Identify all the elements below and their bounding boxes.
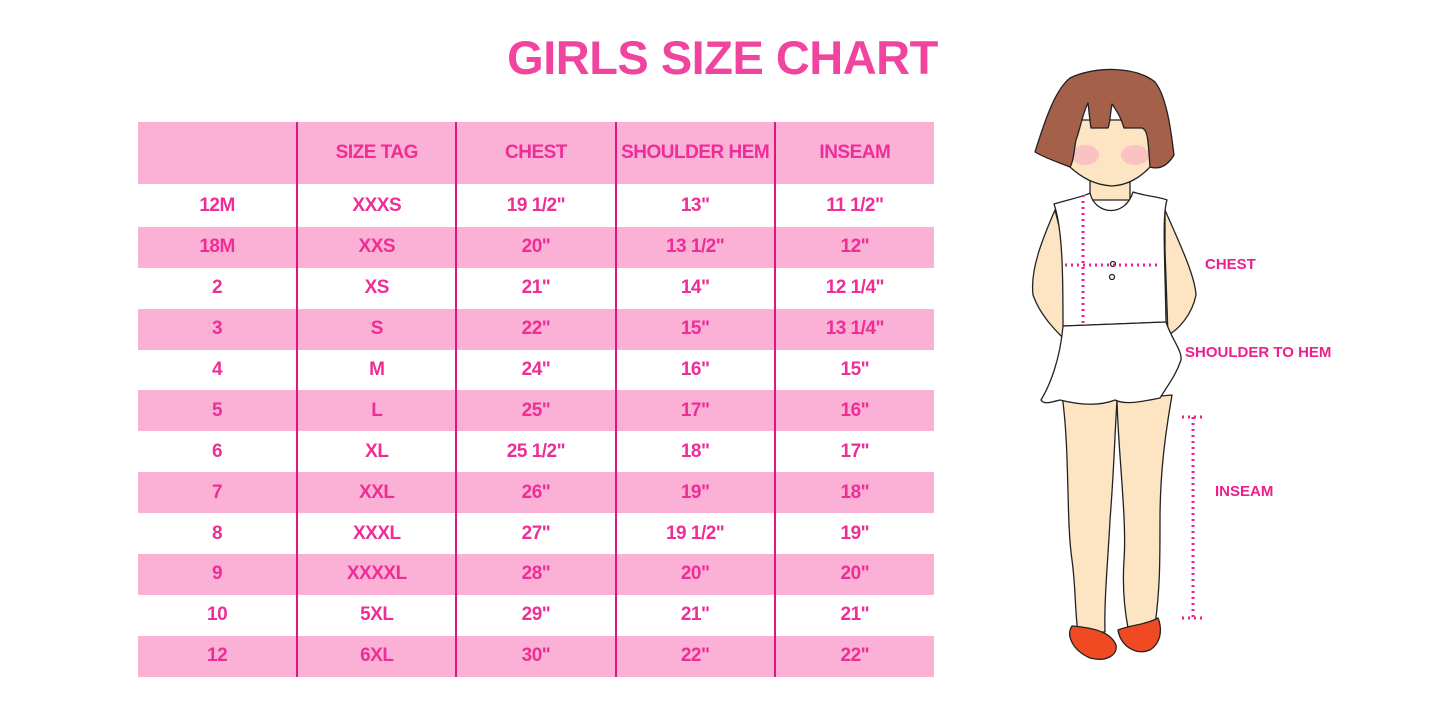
table-cell: 16" [773, 390, 934, 432]
table-cell: 11 1/2" [773, 184, 934, 227]
size-cell: 8 [212, 522, 223, 544]
size-cell: 4 [212, 359, 223, 380]
table-cell: 25 1/2" [455, 431, 616, 473]
size-cell: 18M [138, 226, 298, 268]
size-cell: 12 [138, 635, 298, 677]
shirt [1053, 191, 1168, 327]
table-row: 2 XS 21" 14" 12 1/4" [138, 267, 934, 309]
right-leg [1116, 394, 1173, 629]
table-cell: 18" [614, 431, 775, 473]
table-cell: 22" [614, 635, 775, 677]
table-cell: XL [296, 431, 457, 473]
table-cell: 5XL [296, 594, 457, 636]
table-cell: XXL [296, 472, 457, 514]
table-cell: 25" [455, 390, 616, 432]
table-cell: 22" [455, 308, 616, 350]
column-header: SIZE TAG [296, 122, 457, 185]
table-row: 8 XXXL 27" 19 1/2" 19" [138, 513, 934, 555]
table-cell: 19" [614, 472, 775, 514]
table-cell: 17" [773, 431, 934, 473]
skirt [1040, 321, 1182, 405]
left-leg [1061, 394, 1118, 633]
table-row: 3 S 22" 15" 13 1/4" [138, 308, 934, 350]
table-row: 9 XXXXL 28" 20" 20" [138, 554, 934, 595]
table-cell: 6XL [296, 635, 457, 677]
page-title: GIRLS SIZE CHART [507, 31, 938, 84]
table-cell: 13 1/4" [773, 308, 934, 350]
table-cell: XXXL [296, 513, 457, 555]
table-cell: XS [296, 267, 457, 309]
table-cell: L [296, 390, 457, 432]
table-cell: S [296, 308, 457, 350]
table-cell: 27" [455, 513, 616, 555]
table-cell: 13 1/2" [614, 226, 775, 268]
table-cell: 22" [773, 635, 934, 677]
table-cell: 14" [614, 267, 775, 309]
shoulder-to-hem-label: SHOULDER TO HEM [1185, 344, 1332, 361]
table-cell: M [296, 349, 457, 391]
size-cell: 12M [138, 184, 298, 227]
column-header [138, 122, 298, 185]
size-cell: 7 [138, 472, 298, 514]
table-row: 7 XXL 26" 19" 18" [138, 472, 934, 514]
table-header-row: SIZE TAG CHEST SHOULDER HEM INSEAM [138, 122, 934, 185]
inseam-label: INSEAM [1215, 483, 1274, 500]
table-row: 5 L 25" 17" 16" [138, 390, 934, 432]
table-row: 18M XXS 20" 13 1/2" 12" [138, 226, 934, 268]
size-cell: 2 [212, 277, 223, 299]
table-cell: 21" [455, 267, 616, 309]
right-arm [1164, 209, 1197, 336]
table-cell: 12" [773, 226, 934, 268]
right-shoe [1117, 617, 1162, 653]
size-cell: 9 [138, 554, 298, 595]
table-cell: 26" [455, 472, 616, 514]
hair [1034, 68, 1175, 169]
column-header: INSEAM [773, 122, 934, 185]
table-cell: 20" [773, 554, 934, 595]
table-cell: 20" [455, 226, 616, 268]
table-cell: 28" [455, 554, 616, 595]
table-cell: 19" [773, 513, 934, 555]
size-cell: 6 [212, 440, 223, 462]
left-shoe [1069, 625, 1117, 660]
table-cell: 15" [773, 349, 934, 391]
column-header: CHEST [455, 122, 616, 185]
size-chart-table: SIZE TAG CHEST SHOULDER HEM INSEAM 12M XXXS 1… [138, 122, 934, 677]
table-cell: 20" [614, 554, 775, 595]
chest-label: CHEST [1205, 256, 1256, 273]
table-cell: 16" [614, 349, 775, 391]
table-cell: 21" [614, 594, 775, 636]
table-cell: 19 1/2" [614, 513, 775, 555]
table-row: 12 6XL 30" 22" 22" [138, 635, 934, 677]
column-header: SHOULDER HEM [614, 122, 775, 185]
table-cell: 24" [455, 349, 616, 391]
table-cell: 19 1/2" [455, 184, 616, 227]
table-row: 12M XXXS 19 1/2" 13" 11 1/2" [138, 184, 934, 227]
table-cell: 29" [455, 594, 616, 636]
table-cell: 18" [773, 472, 934, 514]
table-cell: 12 1/4" [773, 267, 934, 309]
table-row: 10 5XL 29" 21" 21" [138, 594, 934, 636]
table-row: 6 XL 25 1/2" 18" 17" [138, 431, 934, 473]
size-cell: 10 [207, 604, 228, 626]
table-cell: 17" [614, 390, 775, 432]
left-arm [1031, 209, 1066, 341]
size-cell: 5 [138, 390, 298, 432]
table-cell: 30" [455, 635, 616, 677]
table-cell: XXXXL [296, 554, 457, 595]
table-row: 4 M 24" 16" 15" [138, 349, 934, 391]
size-cell: 3 [138, 308, 298, 350]
table-cell: 15" [614, 308, 775, 350]
table-cell: XXS [296, 226, 457, 268]
face [1069, 119, 1153, 187]
table-cell: 21" [773, 594, 934, 636]
table-cell: XXXS [296, 184, 457, 227]
table-cell: 13" [614, 184, 775, 227]
